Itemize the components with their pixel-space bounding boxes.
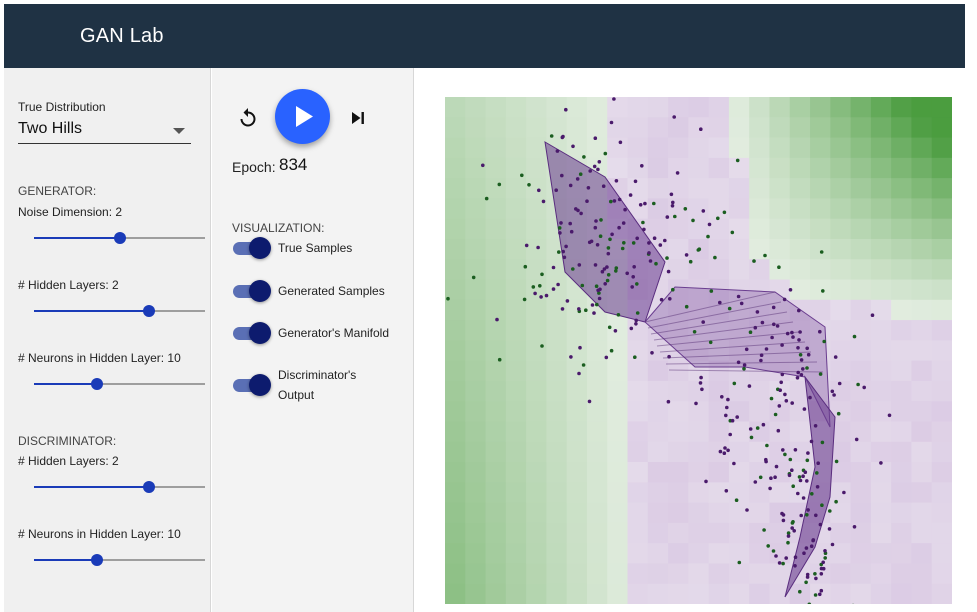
discriminator-heatmap <box>445 97 952 604</box>
model-settings-panel: True Distribution Two Hills GENERATOR: N… <box>4 68 211 612</box>
discriminator-output-toggle[interactable] <box>233 374 271 396</box>
play-icon <box>296 106 313 127</box>
app-title: GAN Lab <box>80 25 164 47</box>
gen-neurons-label: # Neurons in Hidden Layer: 10 <box>18 351 181 365</box>
gen-neurons-slider[interactable] <box>34 377 205 391</box>
slider-thumb[interactable] <box>91 554 104 566</box>
app-header: GAN Lab <box>4 4 965 68</box>
chevron-down-icon <box>173 128 185 134</box>
slider-thumb[interactable] <box>91 378 104 390</box>
step-button[interactable] <box>346 106 370 130</box>
true-samples-toggle[interactable] <box>233 237 271 259</box>
generated-samples <box>481 97 892 597</box>
epoch-value: 834 <box>279 155 308 174</box>
generator-section-title: GENERATOR: <box>18 184 97 198</box>
gan-visualization-canvas[interactable] <box>445 97 952 604</box>
controls-panel: Epoch: 834 VISUALIZATION: True Samples G… <box>212 68 414 612</box>
true-distribution-label: True Distribution <box>18 100 106 114</box>
noise-dimension-slider[interactable] <box>34 231 205 245</box>
generated-samples-toggle[interactable] <box>233 280 271 302</box>
discriminator-output-label: Discriminator's Output <box>278 368 357 402</box>
true-distribution-value: Two Hills <box>18 120 83 137</box>
gen-hidden-layers-label: # Hidden Layers: 2 <box>18 278 119 292</box>
true-samples-label: True Samples <box>278 241 353 255</box>
disc-neurons-label: # Neurons in Hidden Layer: 10 <box>18 527 181 541</box>
gen-hidden-layers-slider[interactable] <box>34 304 205 318</box>
slider-thumb[interactable] <box>142 481 155 493</box>
disc-neurons-slider[interactable] <box>34 553 205 567</box>
true-samples <box>446 134 860 604</box>
disc-hidden-layers-label: # Hidden Layers: 2 <box>18 454 119 468</box>
skip-next-icon <box>352 112 364 124</box>
discriminator-section-title: DISCRIMINATOR: <box>18 434 117 448</box>
play-button[interactable] <box>275 89 330 144</box>
noise-dimension-label: Noise Dimension: 2 <box>18 205 123 219</box>
generated-samples-label: Generated Samples <box>278 284 385 298</box>
slider-thumb[interactable] <box>113 232 126 244</box>
reset-icon <box>240 108 256 127</box>
true-distribution-select[interactable]: Two Hills <box>18 116 191 144</box>
generator-manifold-toggle[interactable] <box>233 322 271 344</box>
slider-thumb[interactable] <box>142 305 155 317</box>
visualization-panel <box>415 68 965 612</box>
visualization-section-title: VISUALIZATION: <box>232 221 325 235</box>
epoch-label: Epoch: <box>232 159 276 175</box>
generator-manifold <box>544 141 836 598</box>
disc-hidden-layers-slider[interactable] <box>34 480 205 494</box>
generator-manifold-label: Generator's Manifold <box>278 326 390 340</box>
reset-button[interactable] <box>236 106 260 130</box>
